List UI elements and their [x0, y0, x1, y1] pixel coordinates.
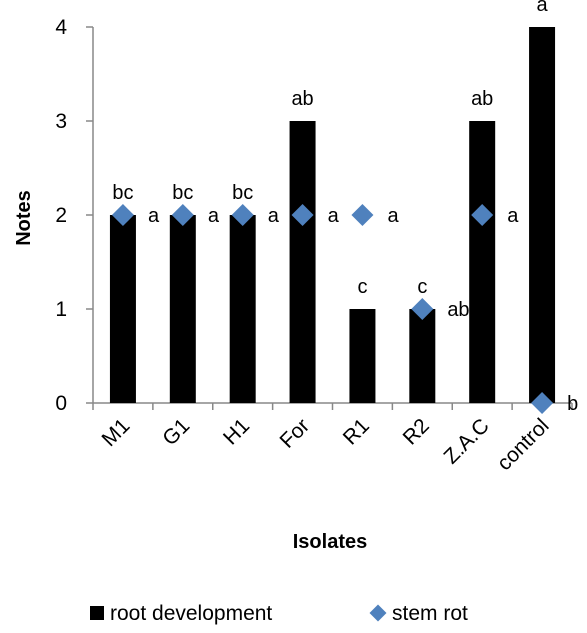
y-tick-label-3: 3: [55, 110, 67, 133]
marker-label-m1: a: [148, 205, 160, 227]
x-axis-title: Isolates: [293, 531, 367, 553]
marker-r2: [411, 298, 434, 320]
marker-z-a-c: [471, 204, 494, 226]
x-axis-category-labels: M1 G1 H1 For R1 R2 Z.A.C control: [98, 414, 554, 475]
category-label-r1: R1: [339, 414, 374, 449]
legend-swatch-root-development: [90, 606, 104, 620]
bar-h1: [229, 215, 256, 403]
marker-for: [291, 204, 314, 226]
marker-label-g1: a: [208, 205, 220, 227]
marker-series-stem-rot: [111, 204, 554, 414]
bar-label-m1: bc: [112, 182, 133, 204]
marker-label-r1: a: [387, 205, 399, 227]
y-tick-label-4: 4: [55, 16, 67, 39]
bar-m1: [109, 215, 136, 403]
category-label-h1: H1: [219, 414, 254, 449]
category-label-for: For: [276, 414, 315, 453]
bar-data-labels: bc bc bc ab c c ab a: [112, 0, 548, 298]
marker-label-h1: a: [268, 205, 280, 227]
bar-g1: [169, 215, 196, 403]
marker-label-for: a: [328, 205, 340, 227]
bar-label-g1: bc: [172, 182, 193, 204]
bar-label-h1: bc: [232, 182, 253, 204]
marker-control: [531, 392, 554, 414]
bar-control: [529, 27, 556, 403]
bar-label-z-a-c: ab: [471, 88, 493, 110]
bar-label-r2: c: [417, 276, 427, 298]
legend-swatch-stem-rot: [369, 604, 387, 622]
bar-series-root-development: [109, 27, 556, 403]
y-tick-label-2: 2: [55, 204, 67, 227]
marker-g1: [171, 204, 194, 226]
legend-label-stem-rot: stem rot: [392, 602, 468, 625]
category-label-control: control: [493, 414, 554, 475]
marker-label-control: b: [567, 393, 578, 415]
marker-label-z-a-c: a: [507, 205, 519, 227]
bar-label-for: ab: [291, 88, 313, 110]
bar-r2: [409, 309, 436, 403]
marker-h1: [231, 204, 254, 226]
bar-z-a-c: [469, 121, 496, 403]
y-axis-title: Notes: [13, 190, 35, 246]
y-axis-ticks: 0 1 2 3 4: [55, 16, 93, 415]
category-label-r2: R2: [399, 414, 434, 449]
legend: root development stem rot: [90, 602, 468, 625]
legend-label-root-development: root development: [110, 602, 272, 625]
category-label-g1: G1: [158, 414, 194, 450]
category-label-m1: M1: [98, 414, 135, 451]
marker-r1: [351, 204, 374, 226]
y-tick-label-1: 1: [55, 298, 67, 321]
marker-m1: [111, 204, 134, 226]
bar-label-r1: c: [357, 276, 367, 298]
bar-label-control: a: [537, 0, 549, 16]
bar-r1: [349, 309, 376, 403]
bar-for: [289, 121, 316, 403]
y-tick-label-0: 0: [55, 392, 67, 415]
category-label-z-a-c: Z.A.C: [440, 414, 494, 468]
marker-label-r2: ab: [447, 299, 469, 321]
